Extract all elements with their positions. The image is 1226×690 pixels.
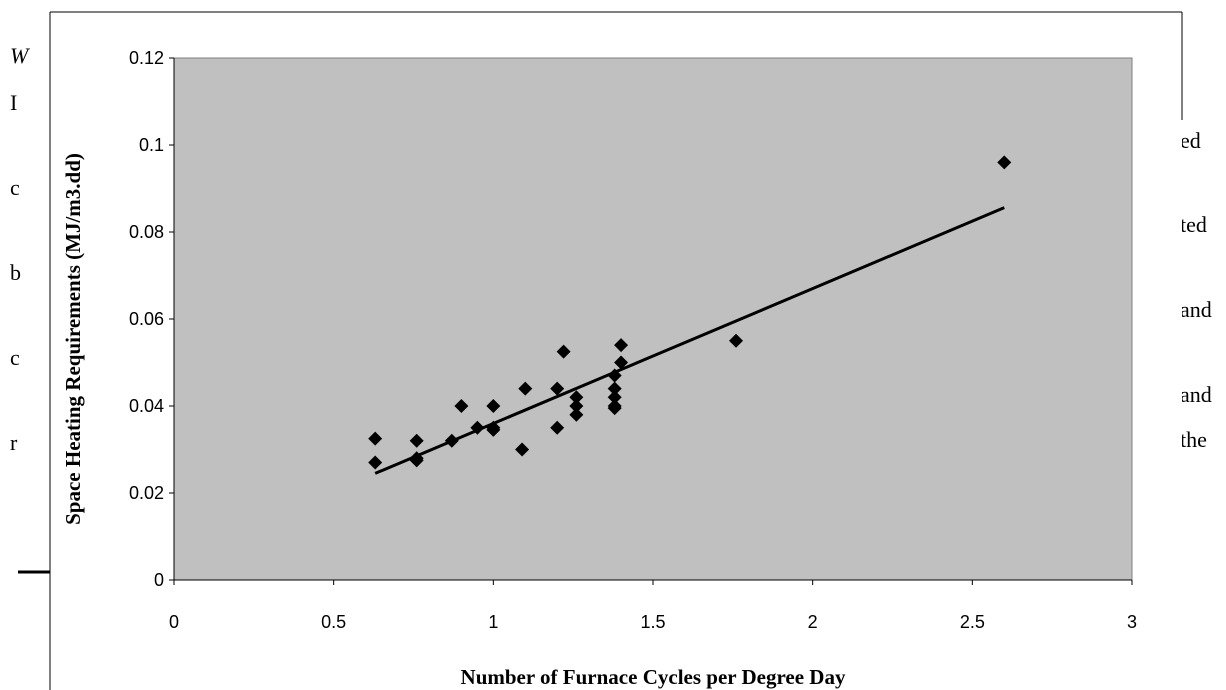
- x-tick-label: 0: [169, 612, 179, 632]
- doc-fragment: ed: [1180, 128, 1201, 153]
- data-point: [550, 381, 565, 396]
- x-tick-label: 1: [488, 612, 498, 632]
- data-point: [550, 420, 565, 435]
- x-tick-label: 1.5: [640, 612, 665, 632]
- y-tick-label: 0.12: [129, 48, 164, 68]
- doc-fragment: W: [10, 43, 30, 68]
- doc-fragment: ted: [1180, 212, 1207, 237]
- data-point: [444, 433, 459, 448]
- plot-area: [173, 57, 1133, 581]
- x-tick-label: 0.5: [321, 612, 346, 632]
- doc-fragment: c: [10, 345, 20, 370]
- data-point: [515, 442, 530, 457]
- data-point: [607, 401, 622, 416]
- y-tick-label: 0.1: [139, 135, 164, 155]
- y-tick-label: 0.04: [129, 396, 164, 416]
- x-tick-label: 2: [808, 612, 818, 632]
- x-tick-label: 3: [1127, 612, 1137, 632]
- data-point: [470, 420, 485, 435]
- data-point: [409, 451, 424, 466]
- y-tick-label: 0.06: [129, 309, 164, 329]
- data-point: [614, 355, 629, 370]
- doc-fragment: c: [10, 175, 20, 200]
- data-point: [569, 390, 584, 405]
- doc-fragment: b: [10, 260, 21, 285]
- y-tick-label: 0: [154, 570, 164, 590]
- data-point: [614, 338, 629, 353]
- data-point: [607, 368, 622, 383]
- doc-fragment: and: [1180, 297, 1212, 322]
- data-point: [486, 420, 501, 435]
- doc-fragment: r: [10, 430, 18, 455]
- data-point: [607, 390, 622, 405]
- data-point: [997, 155, 1012, 170]
- y-tick-label: 0.08: [129, 222, 164, 242]
- doc-fragment: the: [1180, 427, 1207, 452]
- data-point: [409, 433, 424, 448]
- doc-fragment: and: [1180, 382, 1212, 407]
- data-point: [556, 344, 571, 359]
- data-point: [729, 333, 744, 348]
- y-tick-label: 0.02: [129, 483, 164, 503]
- data-point: [368, 455, 383, 470]
- data-point: [368, 431, 383, 446]
- data-point: [569, 407, 584, 422]
- data-point: [454, 399, 469, 413]
- data-point: [486, 399, 501, 413]
- y-axis-label: Space Heating Requirements (MJ/m3.dd): [61, 153, 85, 525]
- data-point: [569, 399, 584, 413]
- x-tick-label: 2.5: [960, 612, 985, 632]
- data-point: [607, 381, 622, 396]
- doc-fragment: I: [10, 90, 17, 115]
- data-point: [518, 381, 533, 396]
- x-axis-label: Number of Furnace Cycles per Degree Day: [461, 665, 846, 689]
